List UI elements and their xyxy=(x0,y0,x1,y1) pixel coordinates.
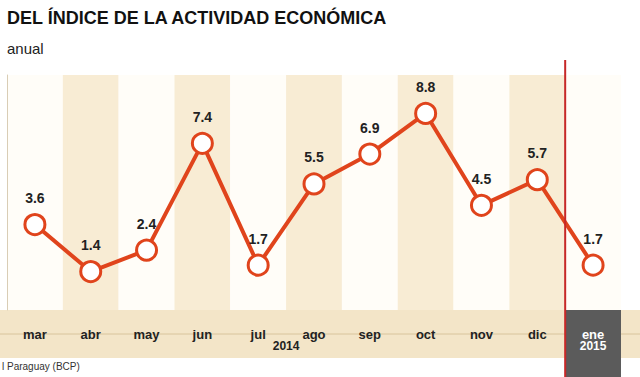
svg-text:2.4: 2.4 xyxy=(137,216,157,232)
svg-text:7.4: 7.4 xyxy=(193,109,213,125)
svg-text:2015: 2015 xyxy=(580,339,607,353)
svg-text:4.5: 4.5 xyxy=(472,171,492,187)
svg-text:5.7: 5.7 xyxy=(528,145,548,161)
svg-text:nov: nov xyxy=(470,327,494,342)
svg-text:may: may xyxy=(134,327,161,342)
svg-text:DEL ÍNDICE DE LA ACTIVIDAD ECO: DEL ÍNDICE DE LA ACTIVIDAD ECONÓMICA xyxy=(7,7,386,28)
svg-text:ago: ago xyxy=(302,327,325,342)
svg-text:oct: oct xyxy=(416,327,436,342)
svg-text:8.8: 8.8 xyxy=(416,79,436,95)
svg-text:1.4: 1.4 xyxy=(81,237,101,253)
svg-text:dic: dic xyxy=(528,327,547,342)
svg-text:2014: 2014 xyxy=(273,339,300,353)
svg-text:abr: abr xyxy=(81,327,101,342)
svg-text:3.6: 3.6 xyxy=(25,190,45,206)
svg-text:1.7: 1.7 xyxy=(248,231,268,247)
svg-text:anual: anual xyxy=(7,40,44,57)
svg-text:6.9: 6.9 xyxy=(360,120,380,136)
svg-text:5.5: 5.5 xyxy=(304,149,324,165)
svg-text:jul: jul xyxy=(250,327,266,342)
svg-text:jun: jun xyxy=(192,327,213,342)
svg-text:l Paraguay (BCP): l Paraguay (BCP) xyxy=(2,361,80,372)
svg-text:sep: sep xyxy=(359,327,381,342)
svg-text:mar: mar xyxy=(23,327,47,342)
svg-text:1.7: 1.7 xyxy=(583,231,603,247)
svg-text:ene: ene xyxy=(581,327,605,342)
